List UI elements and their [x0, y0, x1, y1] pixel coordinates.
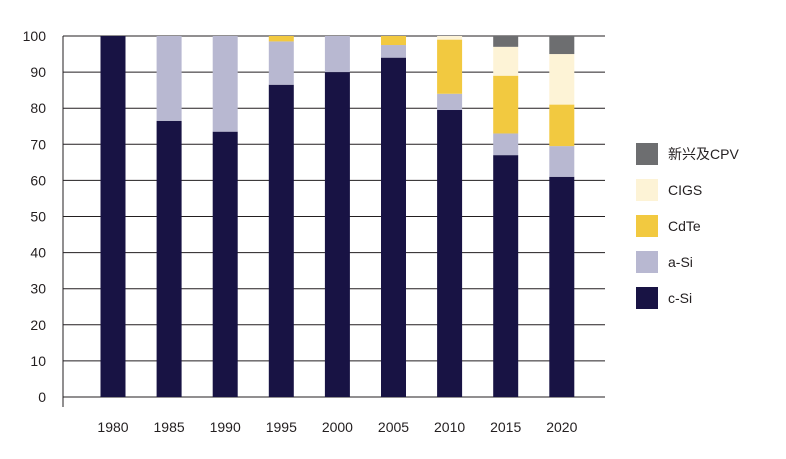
- y-tick-label: 100: [23, 28, 47, 44]
- bar-segment-c-si-2000: [324, 72, 350, 397]
- bar-segment-cdte-2020: [549, 104, 575, 147]
- bar-segment-a-si-2005: [381, 45, 406, 58]
- bar-segment-c-si-1980: [100, 36, 126, 397]
- y-tick-label: 60: [30, 172, 46, 188]
- bar-segment-cpv-2020: [549, 36, 575, 55]
- legend-label: CIGS: [668, 182, 703, 198]
- y-tick-label: 70: [30, 136, 46, 152]
- x-tick-label: 2005: [378, 419, 409, 435]
- y-tick-label: 10: [30, 353, 46, 369]
- legend-label: c-Si: [668, 290, 693, 306]
- x-tick-label: 1995: [266, 419, 297, 435]
- y-tick-label: 30: [30, 281, 46, 297]
- bar-segment-a-si-1990: [212, 36, 238, 132]
- bar-segment-cigs-2010: [437, 36, 463, 40]
- legend-label: 新兴及CPV: [668, 146, 739, 162]
- bar-segment-c-si-1995: [268, 84, 294, 398]
- legend-label: CdTe: [668, 218, 701, 234]
- bar-segment-a-si-2000: [324, 36, 350, 73]
- bar-segment-a-si-2015: [493, 133, 519, 156]
- bar-segment-a-si-2020: [549, 146, 575, 177]
- legend-item: c-Si: [636, 286, 776, 310]
- x-tick-label: 1990: [210, 419, 241, 435]
- bar-segment-cdte-2015: [493, 75, 519, 134]
- legend-label: a-Si: [668, 254, 693, 270]
- x-tick-label: 2015: [490, 419, 521, 435]
- legend-item: a-Si: [636, 250, 776, 274]
- x-tick-label: 2000: [322, 419, 353, 435]
- bar-segment-cdte-2010: [437, 39, 463, 94]
- bar-segment-c-si-2020: [549, 176, 575, 397]
- y-tick-label: 80: [30, 100, 46, 116]
- legend-item: CIGS: [636, 178, 776, 202]
- legend-item: 新兴及CPV: [636, 142, 776, 166]
- bar-segment-a-si-1985: [156, 36, 182, 121]
- bar-segment-cpv-2015: [493, 36, 519, 47]
- y-tick-label: 40: [30, 245, 46, 261]
- bar-segment-a-si-2010: [437, 93, 463, 111]
- bar-segment-c-si-1990: [212, 131, 238, 398]
- x-tick-label: 2020: [546, 419, 577, 435]
- legend-swatch: [636, 215, 658, 237]
- bar-segment-cigs-2020: [549, 54, 575, 105]
- legend-swatch: [636, 143, 658, 165]
- bar-segment-cdte-1995: [268, 36, 294, 42]
- legend-item: CdTe: [636, 214, 776, 238]
- bar-segment-cigs-2015: [493, 46, 519, 76]
- legend-swatch: [636, 251, 658, 273]
- bar-segment-a-si-1995: [268, 41, 294, 85]
- y-tick-label: 20: [30, 317, 46, 333]
- bar-segment-c-si-2015: [493, 155, 519, 397]
- legend-swatch: [636, 287, 658, 309]
- chart-legend: 新兴及CPV CIGS CdTe a-Si c-Si: [636, 142, 776, 322]
- bar-segment-c-si-2010: [437, 110, 463, 397]
- bar-segment-c-si-2005: [381, 57, 406, 397]
- legend-swatch: [636, 179, 658, 201]
- y-tick-label: 50: [30, 209, 46, 225]
- y-tick-label: 0: [38, 389, 46, 405]
- x-tick-label: 1985: [154, 419, 185, 435]
- x-tick-label: 1980: [97, 419, 128, 435]
- bar-segment-cdte-2005: [381, 36, 406, 46]
- bar-segment-c-si-1985: [156, 120, 182, 398]
- y-tick-label: 90: [30, 64, 46, 80]
- x-tick-label: 2010: [434, 419, 465, 435]
